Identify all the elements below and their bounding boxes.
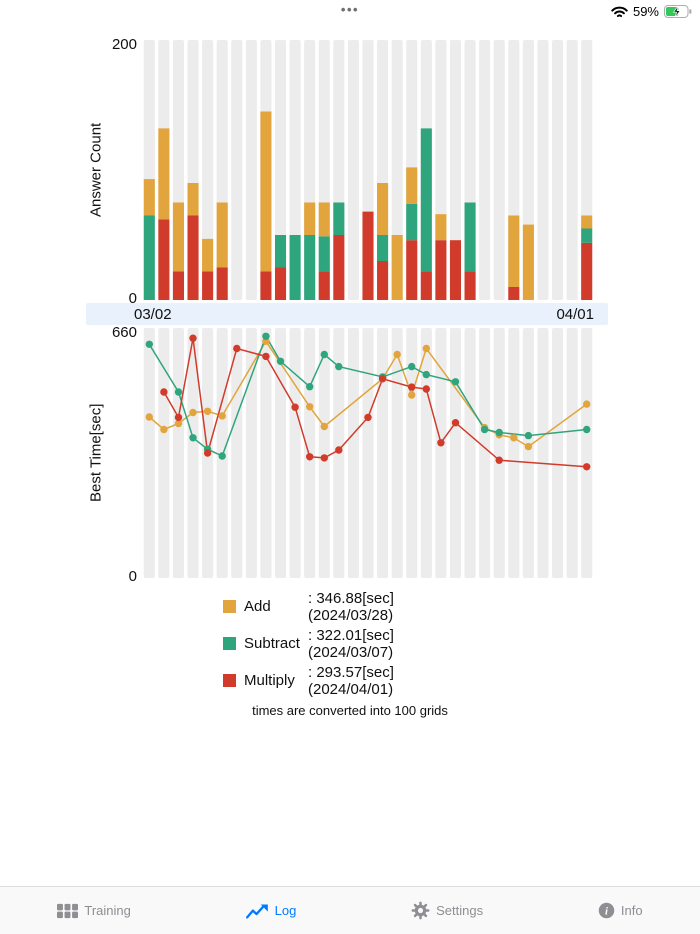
wifi-icon xyxy=(611,6,628,18)
bar-ytick-max: 200 xyxy=(111,36,137,53)
line-chart-icon xyxy=(245,903,269,919)
legend-subtract-value: : 322.01[sec] (2024/03/07) xyxy=(308,626,394,661)
tab-training[interactable]: Training xyxy=(57,903,131,919)
multiply-color-swatch xyxy=(223,674,236,687)
info-icon: i xyxy=(598,902,615,919)
line-chart-y-axis-label: Best Time[sec] xyxy=(87,403,105,503)
tab-settings-label: Settings xyxy=(436,903,484,918)
tab-log[interactable]: Log xyxy=(245,903,297,919)
bar-chart-y-ticks: 200 0 xyxy=(106,36,142,307)
tab-bar: Training Log xyxy=(0,886,700,934)
bar-chart-y-axis-label: Answer Count xyxy=(87,122,105,218)
line-ytick-min: 0 xyxy=(128,568,137,585)
tab-info[interactable]: i Info xyxy=(598,902,643,919)
bar-ytick-min: 0 xyxy=(128,290,137,307)
legend-note: times are converted into 100 grids xyxy=(252,703,448,718)
line-chart-y-ticks: 660 0 xyxy=(106,324,142,585)
answer-count-chart: Answer Count 200 0 xyxy=(86,36,594,307)
line-ytick-max: 660 xyxy=(111,324,137,341)
legend-multiply-value: : 293.57[sec] (2024/04/01) xyxy=(308,663,394,698)
best-time-chart: Best Time[sec] 660 0 xyxy=(86,324,594,585)
date-range-end: 04/01 xyxy=(556,305,594,323)
legend-item-multiply: Multiply : 293.57[sec] (2024/04/01) xyxy=(223,664,477,698)
legend-add-value: : 346.88[sec] (2024/03/28) xyxy=(308,589,394,624)
legend-add-name: Add xyxy=(244,598,271,615)
legend-subtract-name: Subtract xyxy=(244,635,300,652)
grid-icon xyxy=(57,903,79,919)
tab-settings[interactable]: Settings xyxy=(411,901,483,920)
legend-multiply-name: Multiply xyxy=(244,672,295,689)
svg-text:i: i xyxy=(605,905,608,917)
chart-legend: Add : 346.88[sec] (2024/03/28) Subtract … xyxy=(0,588,700,718)
stacked-bar-plot xyxy=(142,40,594,300)
status-bar-right: 59% xyxy=(611,4,692,19)
tab-info-label: Info xyxy=(620,903,643,918)
window-controls-dots[interactable]: ••• xyxy=(340,2,360,17)
date-range-strip[interactable]: 03/02 04/01 xyxy=(86,303,608,325)
battery-percent: 59% xyxy=(632,4,659,19)
line-plot xyxy=(142,328,594,578)
tab-training-label: Training xyxy=(84,903,131,918)
status-bar: ••• 59% xyxy=(0,0,700,24)
tab-log-label: Log xyxy=(274,903,297,918)
battery-charging-icon xyxy=(664,5,692,18)
legend-item-subtract: Subtract : 322.01[sec] (2024/03/07) xyxy=(223,627,477,661)
gear-icon xyxy=(411,901,430,920)
subtract-color-swatch xyxy=(223,637,236,650)
date-range-start: 03/02 xyxy=(134,305,172,323)
add-color-swatch xyxy=(223,600,236,613)
legend-item-add: Add : 346.88[sec] (2024/03/28) xyxy=(223,590,477,624)
